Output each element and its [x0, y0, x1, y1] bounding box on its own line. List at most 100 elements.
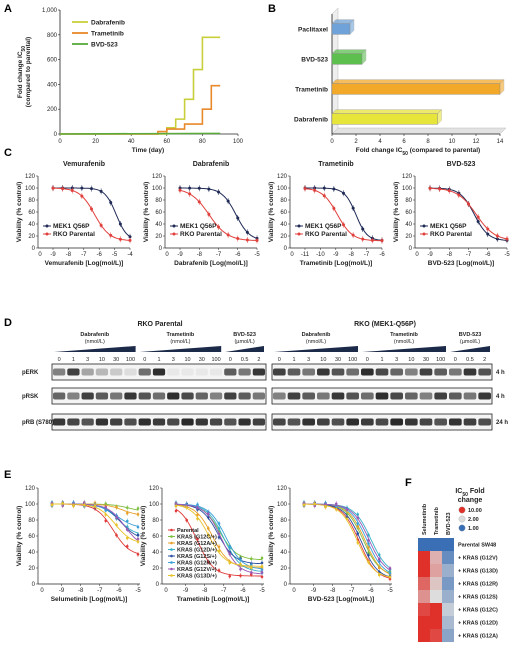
blot-band	[449, 368, 462, 376]
panel-e-xtick-label: -6	[240, 588, 246, 594]
panel-c-legend-marker	[45, 224, 49, 228]
blot-dose-label: 0.5	[466, 357, 474, 363]
panel-e-legend-marker	[170, 554, 173, 558]
blot-row-label: pRSK	[22, 394, 39, 400]
panel-c-ylabel: Viability (% control)	[268, 182, 275, 243]
panel-a-legend-label: Dabrafenib	[91, 20, 125, 27]
panel-c-xtick-label: -6	[97, 252, 103, 258]
panel-c-ytick-label: 0	[159, 246, 163, 252]
blot-band	[287, 368, 301, 376]
panel-c-ytick-label: 20	[280, 234, 287, 240]
panel-e-point	[174, 504, 178, 508]
panel-e-ytick-label: 20	[28, 566, 35, 572]
panel-c-point-rko	[428, 186, 432, 190]
panel-e-point	[367, 538, 370, 542]
panel-c-ytick-label: 120	[402, 174, 413, 180]
blot-band	[224, 368, 237, 376]
panel-c-ytick-label: 120	[152, 174, 163, 180]
heatmap-legend-label: 10.00	[468, 508, 482, 514]
panel-b-bar-trametinib	[331, 83, 501, 95]
panel-e-point	[388, 575, 392, 579]
blot-band	[181, 418, 194, 426]
blot-band	[302, 418, 315, 426]
panel-e-ytick-label: 0	[284, 582, 288, 588]
panel-letter-b: B	[268, 3, 276, 15]
heatmap-row-label: Parental SW48	[458, 543, 496, 549]
panel-c-legend-label: MEK1 Q56P	[430, 223, 467, 230]
panel-e-point	[377, 566, 381, 570]
blot-band	[478, 368, 491, 376]
blot-band	[138, 392, 151, 400]
blot-band	[209, 368, 223, 376]
heatmap-column-label: Trametinib	[434, 507, 440, 535]
panel-e-ytick-label: 120	[277, 486, 288, 492]
panel-c-xlabel: BVD-523 [Log(mol/L)]	[428, 260, 494, 267]
panel-c-point-rko	[438, 187, 442, 191]
panel-e-ytick-label: 80	[28, 518, 35, 524]
panel-c-xtick-label: -8	[349, 252, 355, 258]
panel-c-point-mek	[118, 222, 122, 226]
panel-b-category-label: Paclitaxel	[298, 27, 328, 34]
blot-band	[331, 368, 345, 376]
heatmap-legend-label: 2.00	[468, 517, 479, 523]
panel-a-ylabel-2: (compared to parental)	[25, 37, 32, 107]
panel-e-point	[115, 523, 118, 527]
panel-c-xtick-label: 0	[165, 252, 169, 258]
blot-dose-label: 0	[58, 357, 61, 363]
panel-e-point	[136, 525, 140, 529]
panel-e-point	[196, 517, 199, 521]
panel-e-point	[196, 503, 199, 506]
panel-c-point-mek	[342, 191, 345, 195]
panel-b-xtick-label: 6	[402, 139, 406, 145]
blot-dose-label: 0.5	[241, 357, 249, 363]
panel-c-xtick-label: -8	[197, 252, 203, 258]
panel-c-point-rko	[80, 194, 84, 198]
panel-e-point	[217, 569, 221, 572]
panel-e-point	[104, 519, 108, 523]
panel-a-line-chart: Fold change IC50 (compared to parental) …	[17, 8, 244, 154]
panel-e-xtick-label: -6	[368, 588, 374, 594]
panel-c-point-rko	[70, 188, 74, 192]
panel-e-xtick-label: -8	[330, 588, 336, 594]
panel-e-point	[367, 546, 370, 549]
panel-e-point	[334, 502, 338, 506]
blot-group-name: Dabrafenib	[80, 332, 109, 338]
blot-band	[124, 418, 137, 426]
panel-e-point	[217, 532, 221, 536]
heatmap-legend-swatch	[458, 506, 466, 514]
panel-e-point	[356, 516, 360, 520]
panel-b-bar-paclitaxel	[331, 23, 351, 35]
panel-c-ytick-label: 60	[28, 210, 35, 216]
panel-e-point	[217, 522, 221, 525]
blot-time-label: 24 h	[496, 420, 508, 426]
panel-c-ytick-label: 20	[155, 234, 162, 240]
panel-e-point	[367, 560, 370, 564]
heatmap-cell	[442, 551, 454, 564]
panel-b-bar-top	[331, 79, 505, 84]
panel-e-xlabel: Selumetinib [Log(mol/L)]	[51, 596, 128, 603]
panel-c-xtick-label: -9	[177, 252, 183, 258]
panel-e-point	[115, 533, 118, 537]
panel-c-xtick-label: -5	[504, 252, 510, 258]
panel-a-series-trametinib	[60, 84, 221, 135]
blot-band	[346, 368, 359, 376]
panel-a-xtick-label: 0	[58, 139, 62, 145]
panel-c-xtick-label: -5	[254, 252, 260, 258]
panel-c-point-mek	[197, 186, 201, 190]
panel-e-point	[260, 575, 264, 579]
panel-b-bar-dabrafenib	[331, 113, 438, 125]
blot-group-unit: (nmol/L)	[306, 339, 326, 345]
panel-c-point-mek	[217, 190, 220, 194]
blot-band	[361, 392, 374, 400]
panel-c-xtick-label: -4	[127, 252, 133, 258]
panel-e-legend-marker	[170, 561, 173, 564]
panel-e-xtick-label: -5	[259, 588, 265, 594]
blot-group-name: BVD-523	[459, 332, 482, 338]
blot-band	[419, 418, 433, 426]
blot-band	[375, 368, 389, 376]
panel-c-xtick-label: -6	[485, 252, 491, 258]
panel-c-point-rko	[322, 194, 326, 198]
blot-dose-label: 2	[483, 357, 486, 363]
panel-e-xtick-label: -9	[311, 588, 317, 594]
